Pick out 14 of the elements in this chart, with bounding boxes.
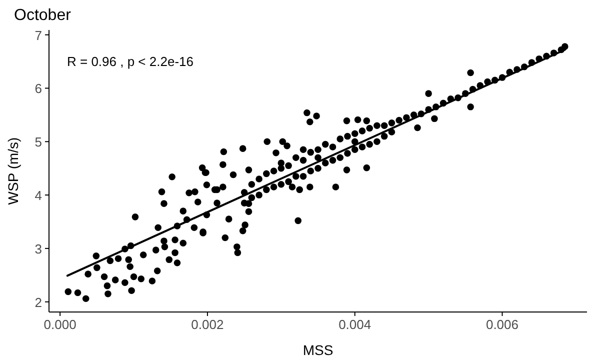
annotation: R = 0.96 , p < 2.2e-16 — [67, 54, 194, 69]
y-tick-label: 7 — [34, 28, 42, 43]
x-axis-title: MSS — [302, 342, 334, 358]
x-tick-label: 0.002 — [191, 317, 224, 332]
y-tick-label: 5 — [34, 134, 42, 150]
y-tick-label: 6 — [34, 81, 42, 96]
chart-title: October — [14, 7, 72, 24]
x-tick-label: 0.000 — [44, 317, 76, 332]
x-tick-label: 0.004 — [338, 317, 372, 332]
y-tick-label: 2 — [34, 294, 42, 310]
y-axis-title: WSP (m/s) — [5, 137, 21, 205]
x-tick-label: 0.006 — [486, 317, 519, 332]
y-tick-label: 4 — [34, 188, 42, 204]
y-tick-label: 3 — [34, 241, 42, 256]
